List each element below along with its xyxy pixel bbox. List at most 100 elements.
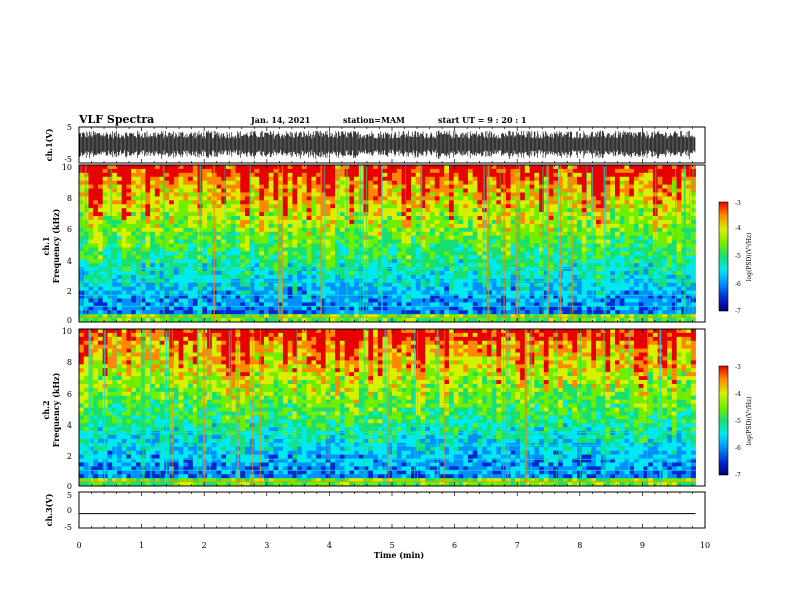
- spectrogram-cell: [297, 302, 303, 307]
- spectrogram-cell: [596, 294, 602, 299]
- spectrogram-cell: [349, 223, 355, 229]
- spectrogram-cell: [586, 200, 592, 205]
- spectrogram-cell: [496, 255, 502, 260]
- spectrogram-cell: [633, 267, 639, 272]
- spectrogram-cell: [221, 231, 227, 236]
- spectrogram-cell: [207, 231, 213, 236]
- spectrogram-cell: [230, 270, 236, 276]
- spectrogram-cell: [173, 274, 179, 280]
- spectrogram-cell: [633, 286, 639, 291]
- spectrogram-cell: [169, 267, 175, 272]
- spectrogram-cell: [316, 216, 322, 221]
- spectrogram-cell: [273, 282, 279, 287]
- spectrogram-cell: [178, 270, 184, 276]
- spectrogram-cell: [245, 282, 251, 287]
- spectrogram-cell: [610, 314, 616, 319]
- spectrogram-cell: [434, 251, 440, 256]
- spectrogram-cell: [534, 306, 540, 311]
- spectrogram-cell: [297, 208, 303, 213]
- spectrogram-cell: [278, 231, 284, 236]
- spectrogram-cell: [529, 227, 535, 233]
- spectrogram-cell: [79, 302, 85, 307]
- spectrogram-cell: [178, 235, 184, 240]
- spectrogram-cell: [259, 255, 265, 260]
- spectrogram-cell: [335, 239, 341, 244]
- spectrogram-cell: [235, 196, 241, 201]
- spectrogram-cell: [240, 176, 246, 181]
- spectrogram-cell: [245, 192, 251, 197]
- spectrogram-cell: [453, 263, 459, 268]
- spectrogram-cell: [287, 165, 293, 170]
- spectrogram-cell: [216, 204, 222, 209]
- spectrogram-cell: [539, 208, 545, 213]
- spectrogram-cell: [619, 219, 625, 225]
- spectrogram-cell: [510, 314, 516, 319]
- spectrogram-cell: [140, 282, 146, 287]
- spectrogram-cell: [349, 200, 355, 205]
- spectrogram-cell: [292, 251, 298, 256]
- spectrogram-cell: [420, 184, 426, 189]
- spectrogram-cell: [591, 184, 597, 189]
- spectrogram-cell: [325, 216, 331, 221]
- spectrogram-cell: [131, 165, 137, 170]
- spectrogram-cell: [354, 223, 360, 229]
- spectrogram-cell: [401, 263, 407, 268]
- spectrogram-cell: [97, 251, 104, 256]
- spectrogram-cell: [633, 247, 639, 252]
- spectrogram-cell: [278, 168, 284, 174]
- spectrogram-cell: [159, 251, 165, 256]
- spectrogram-cell: [619, 290, 625, 295]
- spectrogram-cell: [116, 290, 122, 295]
- spectrogram-cell: [467, 223, 473, 229]
- spectrogram-cell: [292, 212, 298, 217]
- spectrogram-cell: [188, 314, 194, 319]
- spectrogram-cell: [306, 259, 312, 264]
- spectrogram-cell: [373, 192, 379, 197]
- spectrogram-cell: [335, 200, 341, 205]
- spectrogram-cell: [496, 267, 502, 272]
- spectrogram-cell: [586, 314, 592, 319]
- spectrogram-cell: [496, 180, 502, 185]
- spectrogram-cell: [192, 212, 198, 217]
- spectrogram-cell: [591, 227, 597, 233]
- spectrogram-cell: [406, 270, 412, 276]
- spectrogram-cell: [202, 231, 208, 236]
- spectrogram-cell: [354, 235, 360, 240]
- spectrogram-cell: [88, 243, 94, 248]
- spectrogram-cell: [116, 259, 122, 264]
- spectrogram-cell: [330, 239, 336, 244]
- spectrogram-cell: [116, 247, 122, 252]
- spectrogram-cell: [273, 239, 279, 244]
- spectrogram-cell: [596, 227, 602, 233]
- spectrogram-cell: [614, 223, 621, 229]
- spectrogram-cell: [600, 192, 606, 197]
- spectrogram-cell: [434, 176, 440, 181]
- spectrogram-cell: [102, 219, 108, 225]
- spectrogram-cell: [411, 259, 417, 264]
- spectrogram-cell: [88, 263, 94, 268]
- spectrogram-cell: [448, 310, 455, 315]
- spectrogram-cell: [164, 227, 170, 233]
- spectrogram-cell: [624, 188, 630, 193]
- spectrogram-cell: [178, 294, 184, 299]
- spectrogram-cell: [638, 223, 644, 229]
- spectrogram-cell: [572, 251, 578, 256]
- spectrogram-cell: [335, 247, 341, 252]
- spectrogram-cell: [116, 314, 122, 319]
- spectrogram-cell: [510, 318, 516, 323]
- spectrogram-cell: [596, 168, 602, 174]
- spectrogram-cell: [178, 231, 184, 236]
- spectrogram-cell: [97, 180, 104, 185]
- spectrogram-cell: [354, 251, 360, 256]
- spectrogram-cell: [306, 165, 312, 170]
- spectrogram-cell: [226, 247, 232, 252]
- spectrogram-cell: [282, 204, 288, 209]
- spectrogram-cell: [453, 239, 459, 244]
- spectrogram-cell: [600, 282, 606, 287]
- spectrogram-cell: [373, 270, 379, 276]
- spectrogram-cell: [112, 290, 118, 295]
- spectrogram-cell: [216, 267, 222, 272]
- spectrogram-cell: [614, 267, 621, 272]
- spectrogram-cell: [600, 251, 606, 256]
- spectrogram-cell: [439, 231, 445, 236]
